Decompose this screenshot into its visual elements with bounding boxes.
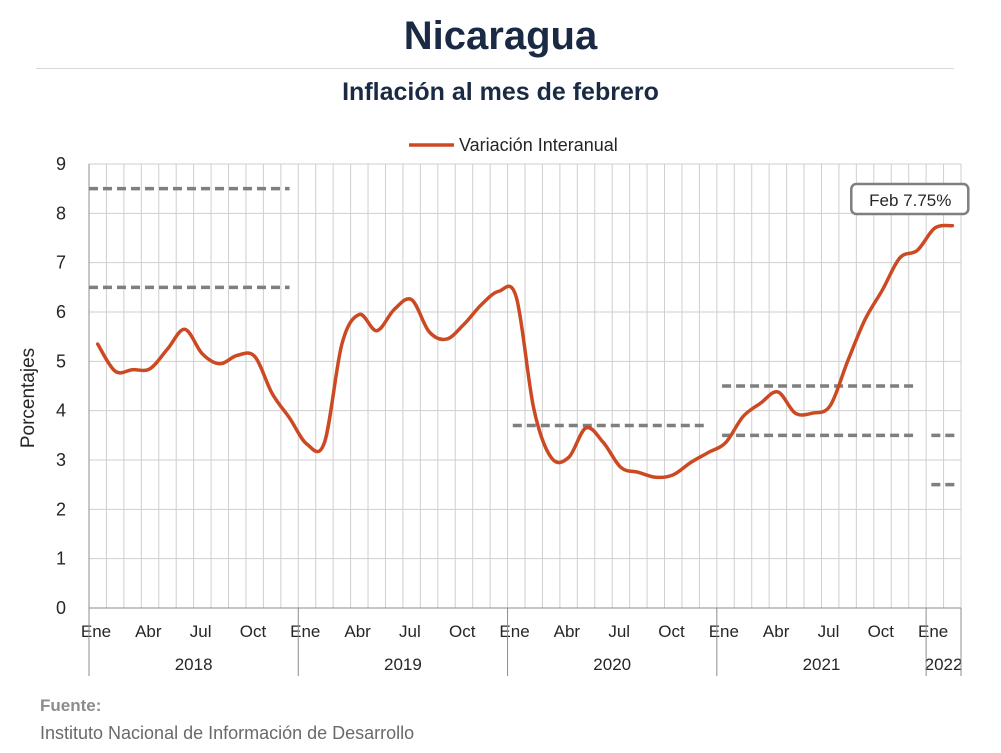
- y-tick-label: 6: [56, 302, 66, 322]
- x-tick-label: Jul: [190, 622, 212, 641]
- year-label: 2022: [925, 655, 963, 674]
- series-line-variacion-interanual: [95, 223, 955, 480]
- target-lines: [89, 186, 958, 487]
- y-tick-label: 3: [56, 450, 66, 470]
- x-tick-label: Jul: [608, 622, 630, 641]
- x-tick-label: Oct: [658, 622, 685, 641]
- y-tick-label: 9: [56, 154, 66, 174]
- chart-title: Nicaragua: [403, 14, 598, 58]
- x-tick-label: Oct: [240, 622, 267, 641]
- y-axis-label: Porcentajes: [18, 348, 39, 448]
- y-tick-label: 1: [56, 549, 66, 569]
- chart-subtitle: Inflación al mes de febrero: [342, 78, 659, 106]
- year-label: 2021: [803, 655, 841, 674]
- y-tick-label: 0: [56, 598, 66, 618]
- annotation-label: Feb 7.75%: [869, 191, 951, 210]
- y-tick-label: 5: [56, 351, 66, 371]
- x-tick-label: Abr: [135, 622, 162, 641]
- title-divider: [36, 68, 954, 69]
- x-tick-label: Ene: [81, 622, 111, 641]
- y-axis-ticks: 0 1 2 3 4 5 6 7 8 9: [56, 154, 66, 618]
- x-tick-label: Abr: [344, 622, 371, 641]
- x-tick-label: Abr: [554, 622, 581, 641]
- x-axis: Ene Abr Jul Oct Ene Abr Jul Oct Ene Abr Jul Oct Ene A…: [81, 608, 963, 676]
- x-tick-label: Ene: [290, 622, 320, 641]
- x-tick-label: Abr: [763, 622, 790, 641]
- y-tick-label: 7: [56, 253, 66, 273]
- x-tick-label: Ene: [499, 622, 529, 641]
- annotation: Feb 7.75%: [850, 182, 970, 216]
- year-label: 2020: [593, 655, 631, 674]
- year-label: 2019: [384, 655, 422, 674]
- x-tick-label: Ene: [709, 622, 739, 641]
- x-tick-label: Ene: [918, 622, 948, 641]
- legend: Variación Interanual: [409, 135, 618, 155]
- year-label: 2018: [175, 655, 213, 674]
- x-tick-label: Oct: [868, 622, 895, 641]
- x-tick-label: Oct: [449, 622, 476, 641]
- grid: [88, 163, 962, 609]
- x-tick-label: Jul: [399, 622, 421, 641]
- annotation-box: [850, 182, 970, 216]
- legend-label: Variación Interanual: [459, 135, 618, 155]
- series-layer: [95, 223, 955, 480]
- y-tick-label: 2: [56, 499, 66, 519]
- y-tick-label: 4: [56, 401, 66, 421]
- source-label: Fuente:: [40, 696, 102, 715]
- y-tick-label: 8: [56, 203, 66, 223]
- x-tick-label: Jul: [818, 622, 840, 641]
- source-text: Instituto Nacional de Información de Des…: [40, 723, 415, 743]
